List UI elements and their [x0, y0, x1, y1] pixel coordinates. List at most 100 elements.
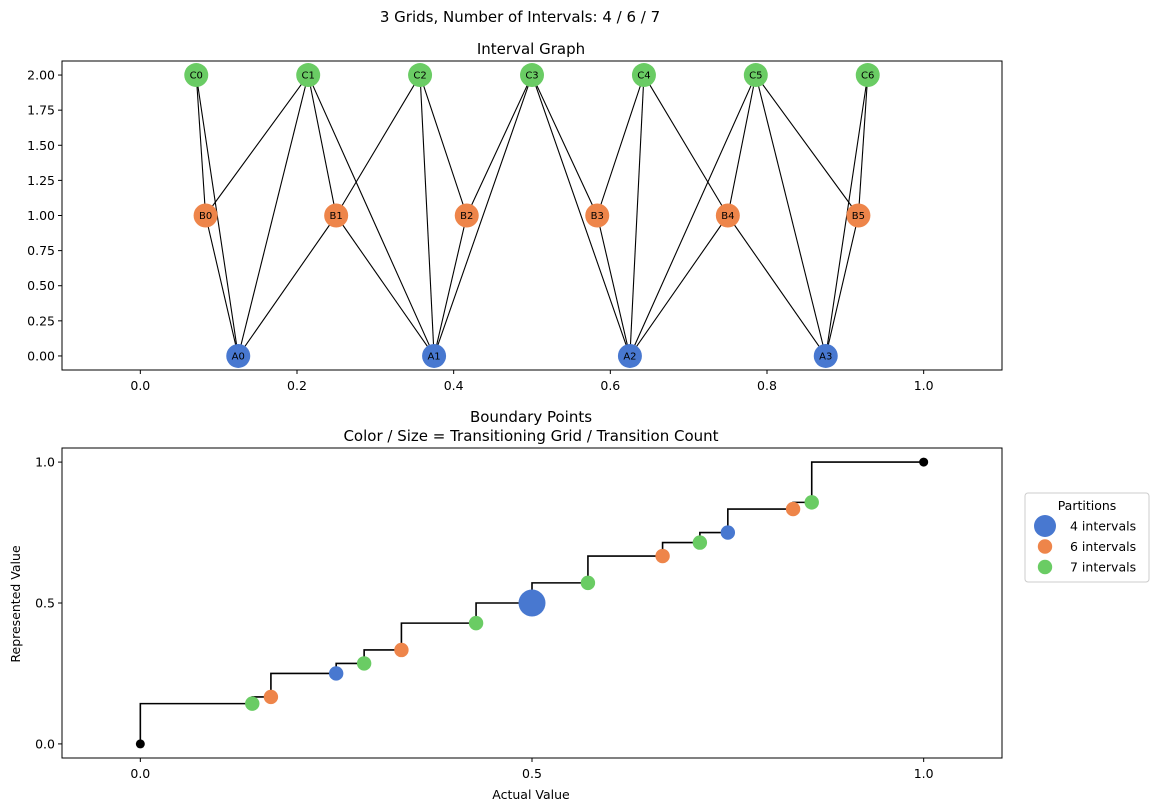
legend-label-7-intervals: 7 intervals [1070, 560, 1136, 575]
y-tick-label: 1.25 [27, 173, 55, 188]
boundary-point-6-intervals [263, 689, 279, 705]
legend-marker-7-intervals [1037, 559, 1053, 575]
y-tick-label: 1.00 [27, 208, 55, 223]
legend-title: Partitions [1058, 498, 1117, 513]
node-label-A1: A1 [427, 351, 440, 362]
boundary-point-7-intervals [468, 615, 484, 631]
boundary-point-7-intervals [356, 656, 372, 671]
node-label-B5: B5 [852, 211, 865, 222]
node-C3 [520, 63, 544, 88]
node-B4 [715, 203, 740, 228]
node-label-A0: A0 [232, 351, 245, 362]
edge-A1-B2 [433, 215, 468, 357]
edge-B0-C0 [195, 75, 207, 216]
x-tick-label: 1.0 [914, 766, 934, 781]
edge-A2-B4 [629, 215, 729, 357]
x-tick-label: 0.0 [130, 378, 150, 393]
edge-A0-B1 [237, 215, 337, 357]
node-label-B3: B3 [591, 211, 604, 222]
node-C2 [408, 63, 433, 88]
y-tick-label: 1.0 [35, 455, 55, 470]
node-A2 [617, 343, 642, 368]
node-label-B0: B0 [199, 211, 212, 222]
node-label-C0: C0 [190, 71, 203, 82]
node-C6 [855, 63, 880, 88]
node-label-B1: B1 [330, 211, 343, 222]
legend-label-4-intervals: 4 intervals [1070, 519, 1136, 534]
node-label-B4: B4 [721, 211, 734, 222]
edge-A3-B5 [825, 215, 859, 357]
legend-marker-6-intervals [1037, 539, 1053, 554]
legend-label-6-intervals: 6 intervals [1070, 539, 1136, 554]
y-tick-label: 2.00 [27, 68, 55, 83]
edge-A1-C3 [433, 74, 533, 357]
node-label-C5: C5 [749, 71, 762, 82]
endpoint-marker [135, 739, 145, 749]
node-A3 [813, 343, 838, 368]
x-tick-label: 0.2 [287, 378, 307, 393]
boundary-point-7-intervals [804, 495, 819, 510]
boundary-point-7-intervals [580, 575, 596, 591]
interval-graph-edges [195, 74, 869, 357]
node-A0 [226, 343, 251, 368]
edge-B5-C5 [755, 74, 859, 216]
node-label-C6: C6 [861, 71, 874, 82]
node-label-C3: C3 [525, 71, 538, 82]
y-tick-label: 0.50 [27, 278, 55, 293]
edge-B2-C3 [466, 74, 533, 216]
interval-graph-y-ticks: 0.00 0.25 0.50 0.75 1.00 1.25 1.50 1.75 2.00 [27, 68, 62, 363]
node-B2 [454, 203, 479, 228]
edge-B5-C6 [857, 75, 869, 216]
edge-A2-C4 [629, 75, 645, 356]
node-B3 [585, 203, 610, 228]
node-label-C2: C2 [413, 71, 426, 82]
legend-marker-4-intervals [1034, 515, 1056, 537]
y-tick-label: 0.00 [27, 348, 55, 363]
legend-frame [1024, 492, 1150, 583]
interval-graph-x-ticks: 0.0 0.2 0.4 0.6 0.8 1.0 [130, 370, 934, 393]
edge-B4-C5 [727, 74, 757, 216]
interval-graph-axes: Interval Graph A0 A1 A2 A3 B0 B1 B2 B3 B4 B5 C0 C1 C… [27, 40, 1003, 393]
node-label-A2: A2 [623, 351, 636, 362]
boundary-point-7-intervals [245, 696, 260, 711]
figure-suptitle: 3 Grids, Number of Intervals: 4 / 6 / 7 [380, 8, 660, 26]
interval-graph-title: Interval Graph [477, 40, 585, 58]
boundary-points-ylabel: Represented Value [8, 545, 23, 663]
edge-B0-C1 [205, 74, 309, 216]
node-C0 [184, 63, 209, 88]
edge-A2-C3 [531, 74, 631, 357]
edge-A1-C2 [419, 75, 435, 356]
boundary-points-y-ticks: 0.0 0.5 1.0 [35, 455, 62, 751]
y-tick-label: 0.25 [27, 313, 55, 328]
edge-B1-C1 [307, 74, 337, 216]
edge-B1-C2 [335, 74, 421, 216]
edge-A3-C5 [755, 74, 827, 357]
node-label-C1: C1 [302, 71, 315, 82]
boundary-point-7-intervals [692, 535, 708, 550]
x-tick-label: 0.8 [757, 378, 777, 393]
node-B5 [846, 203, 871, 228]
node-A1 [422, 343, 447, 368]
boundary-point-6-intervals [785, 501, 801, 517]
node-B0 [193, 203, 218, 228]
legend-entries: 4 intervals 6 intervals 7 intervals [1034, 515, 1136, 575]
boundary-point-4-intervals [518, 589, 546, 617]
edge-B4-C4 [643, 74, 729, 216]
y-tick-label: 0.5 [35, 596, 55, 611]
y-tick-label: 0.0 [35, 736, 55, 751]
edge-B3-C4 [596, 74, 645, 216]
x-tick-label: 0.6 [600, 378, 620, 393]
boundary-points-x-ticks: 0.0 0.5 1.0 [130, 758, 934, 781]
boundary-point-6-intervals [394, 642, 409, 658]
y-tick-label: 0.75 [27, 243, 55, 258]
edge-A2-C5 [629, 74, 757, 357]
y-tick-label: 1.75 [27, 103, 55, 118]
x-tick-label: 0.0 [130, 766, 150, 781]
x-tick-label: 1.0 [914, 378, 934, 393]
boundary-points [135, 457, 929, 749]
node-B1 [324, 203, 349, 228]
node-label-A3: A3 [819, 351, 832, 362]
edge-B2-C2 [419, 74, 468, 216]
boundary-points-subtitle: Color / Size = Transitioning Grid / Tran… [343, 427, 718, 445]
